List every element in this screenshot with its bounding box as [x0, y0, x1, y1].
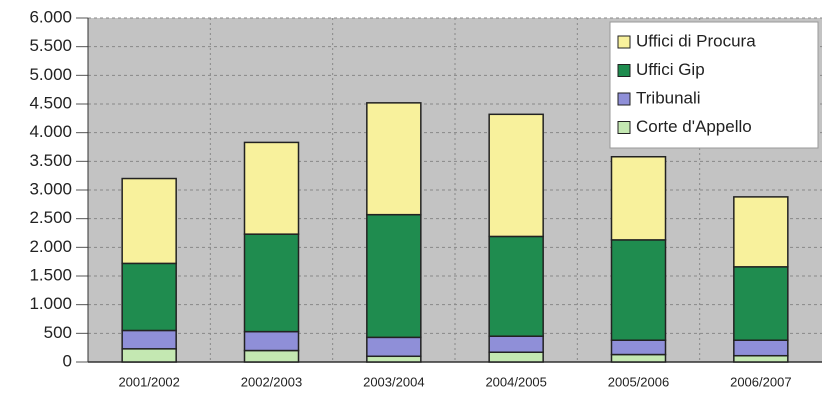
bar-segment: [366, 336, 422, 358]
y-tick-label: 500: [44, 323, 72, 342]
x-tick-label: 2002/2003: [241, 374, 302, 389]
x-tick-label: 2006/2007: [730, 374, 791, 389]
x-tick-label: 2001/2002: [118, 374, 179, 389]
legend-swatch: [617, 121, 631, 134]
bar-segment: [733, 196, 789, 268]
bar-segment: [366, 355, 422, 363]
bar-segment: [243, 233, 300, 333]
bar-segment: [610, 339, 667, 356]
bar-segment: [366, 102, 422, 216]
legend-label: Uffici di Procura: [636, 31, 756, 50]
bar-segment: [243, 349, 300, 363]
y-tick-label: 2.500: [29, 208, 72, 227]
legend-swatch: [617, 35, 631, 49]
bar-segment: [488, 335, 544, 354]
y-tick-label: 5.500: [29, 36, 72, 55]
legend-label: Uffici Gip: [636, 60, 705, 79]
legend-swatch: [617, 64, 631, 77]
y-tick-label: 6.000: [29, 7, 72, 26]
legend-label: Tribunali: [636, 88, 701, 107]
bar-segment: [488, 113, 544, 238]
bar-segment: [121, 262, 177, 332]
bar-segment: [243, 330, 300, 352]
y-tick-label: 3.500: [29, 151, 72, 170]
bar-segment: [366, 213, 422, 339]
x-tick-label: 2004/2005: [485, 374, 546, 389]
bar-segment: [610, 353, 667, 363]
bar-segment: [610, 239, 667, 341]
y-tick-label: 4.000: [29, 122, 72, 141]
legend-label: Corte d'Appello: [636, 117, 752, 136]
bar-segment: [733, 354, 789, 363]
bar-segment: [243, 141, 300, 235]
bar-segment: [488, 235, 544, 337]
x-tick-label: 2003/2004: [363, 374, 424, 389]
y-tick-label: 1.000: [29, 294, 72, 313]
bar-segment: [733, 339, 789, 357]
bar-segment: [121, 177, 177, 265]
bar-segment: [610, 155, 667, 241]
bar-segment: [733, 266, 789, 341]
bar-segment: [121, 348, 177, 363]
y-tick-label: 2.000: [29, 237, 72, 256]
y-tick-label: 4.500: [29, 93, 72, 112]
bar-segment: [121, 329, 177, 350]
bar-segment: [488, 351, 544, 363]
y-tick-label: 1.500: [29, 265, 72, 284]
legend-box: [609, 21, 819, 149]
y-tick-label: 5.000: [29, 65, 72, 84]
y-tick-label: 3.000: [29, 179, 72, 198]
y-tick-label: 0: [63, 351, 72, 370]
legend-swatch: [617, 92, 631, 106]
x-tick-label: 2005/2006: [608, 374, 669, 389]
